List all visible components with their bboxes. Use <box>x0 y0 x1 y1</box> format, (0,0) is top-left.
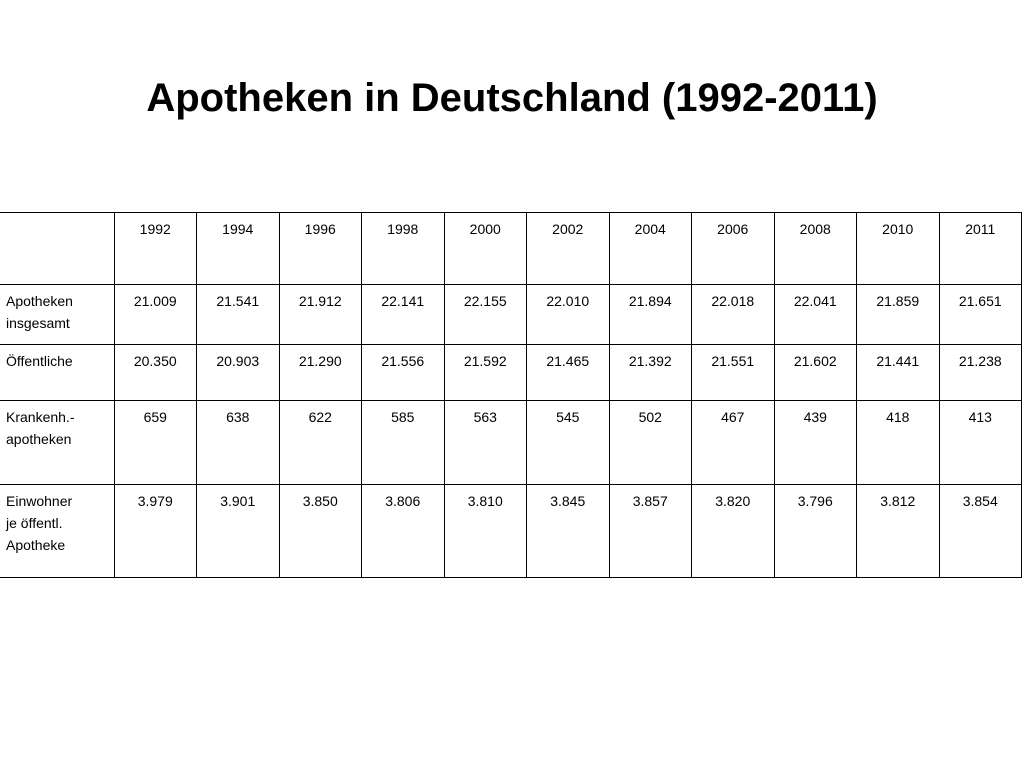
table-cell: 22.018 <box>691 284 775 345</box>
row-label-line: Öffentliche <box>6 353 73 369</box>
year-header-cell: 2002 <box>526 212 610 285</box>
row-label-line: Apotheke <box>6 537 66 553</box>
table-cell: 21.392 <box>608 344 692 401</box>
table-cell: 622 <box>278 400 362 485</box>
table-row-apotheken-insgesamt: Apotheken insgesamt 21.009 21.541 21.912… <box>0 284 1022 345</box>
table-cell: 3.857 <box>608 484 692 578</box>
table-cell: 3.854 <box>938 484 1022 578</box>
table-cell: 21.441 <box>856 344 940 401</box>
table-cell: 3.820 <box>691 484 775 578</box>
table-cell: 21.290 <box>278 344 362 401</box>
table-cell: 413 <box>938 400 1022 485</box>
year-header-cell: 2011 <box>938 212 1022 285</box>
table-cell: 21.556 <box>361 344 445 401</box>
table-cell: 418 <box>856 400 940 485</box>
year-header-cell: 2006 <box>691 212 775 285</box>
row-label-line: Apotheken <box>6 293 73 309</box>
table-cell: 21.541 <box>196 284 280 345</box>
table-cell: 21.894 <box>608 284 692 345</box>
table-cell: 21.859 <box>856 284 940 345</box>
year-header-cell: 2000 <box>443 212 527 285</box>
table-row-einwohner-je-apotheke: Einwohner je öffentl. Apotheke 3.979 3.9… <box>0 484 1022 578</box>
corner-cell <box>0 212 115 285</box>
table-cell: 638 <box>196 400 280 485</box>
table-cell: 585 <box>361 400 445 485</box>
table-cell: 3.796 <box>773 484 857 578</box>
row-label-line: insgesamt <box>6 315 70 331</box>
table-cell: 563 <box>443 400 527 485</box>
row-label-line: Einwohner <box>6 493 73 509</box>
table-cell: 21.465 <box>526 344 610 401</box>
table-cell: 21.238 <box>938 344 1022 401</box>
table-cell: 21.602 <box>773 344 857 401</box>
table-row-oeffentliche: Öffentliche 20.350 20.903 21.290 21.556 … <box>0 344 1022 401</box>
slide-title: Apotheken in Deutschland (1992-2011) <box>146 76 878 120</box>
row-label-line: apotheken <box>6 431 72 447</box>
table-cell: 3.810 <box>443 484 527 578</box>
year-header-cell: 2004 <box>608 212 692 285</box>
row-label-line: Krankenh.- <box>6 409 75 425</box>
year-header-cell: 1998 <box>361 212 445 285</box>
table-header-row: 1992 1994 1996 1998 2000 2002 2004 2006 … <box>0 212 1022 285</box>
table-cell: 20.903 <box>196 344 280 401</box>
row-label: Öffentliche <box>0 344 115 401</box>
table-cell: 439 <box>773 400 857 485</box>
year-header-cell: 2008 <box>773 212 857 285</box>
row-label: Apotheken insgesamt <box>0 284 115 345</box>
year-header-cell: 2010 <box>856 212 940 285</box>
table-cell: 21.592 <box>443 344 527 401</box>
table-cell: 3.806 <box>361 484 445 578</box>
table-row-krankenhausapotheken: Krankenh.- apotheken 659 638 622 585 563… <box>0 400 1022 485</box>
table-cell: 22.141 <box>361 284 445 345</box>
table-cell: 22.041 <box>773 284 857 345</box>
table-cell: 20.350 <box>113 344 197 401</box>
table-cell: 3.812 <box>856 484 940 578</box>
row-label: Einwohner je öffentl. Apotheke <box>0 484 115 578</box>
year-header-cell: 1994 <box>196 212 280 285</box>
table-cell: 545 <box>526 400 610 485</box>
table-cell: 21.009 <box>113 284 197 345</box>
table-cell: 3.979 <box>113 484 197 578</box>
row-label-line: je öffentl. <box>6 515 63 531</box>
year-header-cell: 1992 <box>113 212 197 285</box>
table-cell: 21.551 <box>691 344 775 401</box>
table-cell: 21.912 <box>278 284 362 345</box>
row-label: Krankenh.- apotheken <box>0 400 115 485</box>
table-cell: 502 <box>608 400 692 485</box>
table-cell: 3.845 <box>526 484 610 578</box>
year-header-cell: 1996 <box>278 212 362 285</box>
table-cell: 22.010 <box>526 284 610 345</box>
table-cell: 21.651 <box>938 284 1022 345</box>
table-cell: 467 <box>691 400 775 485</box>
table-cell: 22.155 <box>443 284 527 345</box>
pharmacy-statistics-table: 1992 1994 1996 1998 2000 2002 2004 2006 … <box>0 212 1022 578</box>
table-cell: 3.901 <box>196 484 280 578</box>
table-cell: 659 <box>113 400 197 485</box>
table-cell: 3.850 <box>278 484 362 578</box>
